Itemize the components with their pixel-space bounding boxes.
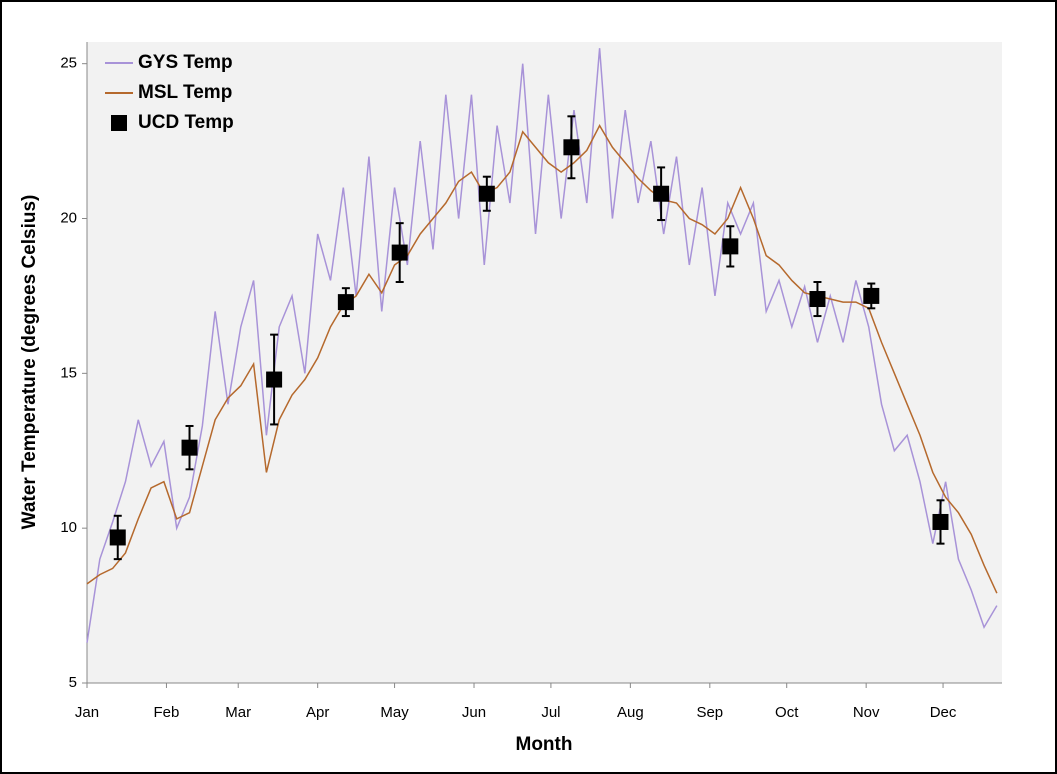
marker	[653, 185, 670, 202]
x-tick-label: Jul	[541, 704, 560, 721]
x-tick-label: Aug	[617, 704, 644, 721]
marker	[863, 287, 880, 304]
marker	[722, 238, 739, 255]
x-tick-label: Apr	[306, 704, 329, 721]
marker	[563, 139, 580, 156]
y-tick-label: 20	[60, 209, 77, 226]
marker	[391, 244, 408, 261]
legend-label: MSL Temp	[138, 82, 232, 103]
x-tick-label: Nov	[853, 704, 880, 721]
x-tick-label: May	[380, 704, 409, 721]
legend-label: GYS Temp	[138, 52, 233, 73]
marker	[337, 294, 354, 311]
x-tick-label: Jan	[75, 704, 99, 721]
y-tick-label: 5	[69, 674, 77, 691]
marker	[932, 513, 949, 530]
marker	[109, 529, 126, 546]
y-tick-label: 25	[60, 55, 77, 72]
x-tick-label: Oct	[775, 704, 799, 721]
marker	[809, 291, 826, 308]
series-line	[86, 124, 998, 594]
legend-label: UCD Temp	[138, 112, 234, 133]
x-tick-label: Jun	[462, 704, 486, 721]
marker	[266, 371, 283, 388]
y-tick-label: 10	[60, 519, 77, 536]
plot-area	[87, 42, 1002, 683]
x-tick-label: Sep	[696, 704, 723, 721]
series-line	[86, 48, 998, 643]
marker	[181, 439, 198, 456]
legend-swatch	[111, 115, 127, 131]
x-axis-label: Month	[516, 734, 573, 755]
y-tick-label: 15	[60, 364, 77, 381]
marker	[478, 185, 495, 202]
x-tick-label: Dec	[930, 704, 957, 721]
x-tick-label: Feb	[154, 704, 180, 721]
y-axis-label: Water Temperature (degrees Celsius)	[19, 195, 40, 530]
x-tick-label: Mar	[225, 704, 251, 721]
